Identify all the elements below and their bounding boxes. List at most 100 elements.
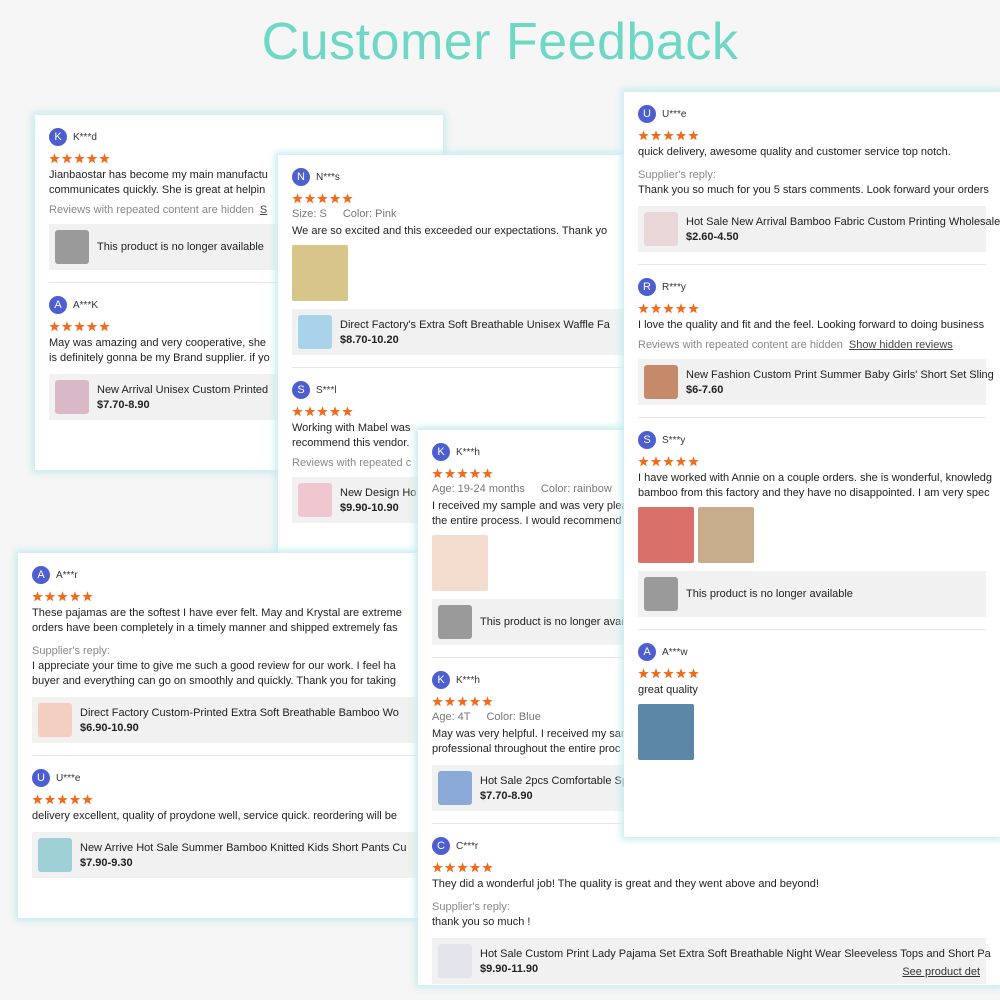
review-header: U U***e: [32, 768, 424, 788]
star: [444, 696, 456, 707]
attribute-value: rainbow: [573, 483, 612, 495]
star: [650, 456, 662, 467]
product[interactable]: Hot Sale New Arrival Bamboo Fabric Custo…: [638, 206, 1000, 252]
star: [74, 321, 85, 332]
show-hidden-link[interactable]: S: [259, 204, 268, 216]
hidden-note: Reviews with repeated content are hidden…: [638, 339, 986, 351]
star: [69, 591, 81, 602]
product[interactable]: This product is no longer available: [638, 571, 986, 617]
product-price: $7.90-9.30: [80, 856, 133, 869]
reviewer-name: K***d: [73, 131, 97, 143]
note-text: Reviews with repeated content are hidden: [638, 339, 843, 351]
star: [329, 193, 341, 204]
review-text: These pajamas are the softest I have eve…: [32, 607, 402, 619]
reviewer-name: S***y: [662, 434, 686, 446]
star: [86, 153, 98, 164]
star: [482, 468, 493, 479]
star: [432, 696, 443, 707]
reviewer-name: R***y: [662, 281, 686, 293]
review-text: recommend this vendor.: [292, 437, 410, 449]
review-photo: [638, 704, 694, 760]
rating-stars: [432, 696, 493, 707]
star: [482, 696, 493, 707]
star: [82, 794, 93, 805]
show-hidden-link[interactable]: Show hidden reviews: [848, 339, 953, 351]
avatar: N: [292, 168, 310, 186]
product-name: New Arrive Hot Sale Summer Bamboo Knitte…: [80, 841, 407, 854]
star: [61, 321, 73, 332]
reply-label: Supplier's reply:: [638, 169, 716, 181]
hidden-note: Reviews with repeated c: [292, 457, 624, 469]
review-text: I have worked with Annie on a couple ord…: [638, 472, 993, 484]
star: [457, 862, 468, 873]
review-photo: [292, 245, 348, 301]
star: [663, 130, 674, 141]
star: [482, 862, 493, 873]
product-info: Direct Factory Custom-Printed Extra Soft…: [80, 707, 399, 734]
product-info: New Design Ho $9.90-10.90: [340, 487, 416, 514]
avatar: U: [32, 769, 50, 787]
product-name: New Fashion Custom Print Summer Baby Gir…: [686, 368, 994, 381]
star: [663, 668, 674, 679]
avatar: K: [432, 671, 450, 689]
product-thumb: [38, 838, 72, 872]
product-price: $6.90-10.90: [80, 721, 139, 734]
star: [650, 130, 662, 141]
review-photo: [432, 535, 488, 591]
product-info: Hot Sale New Arrival Bamboo Fabric Custo…: [686, 216, 1000, 243]
star: [688, 668, 699, 679]
reviewer-name: A***w: [662, 646, 688, 658]
star: [44, 794, 56, 805]
review-header: A A***K: [49, 295, 429, 315]
review: U U***e delivery excellent, quality of pro…: [32, 768, 424, 890]
review-text: They did a wonderful job! The quality is…: [432, 878, 819, 890]
star: [688, 456, 699, 467]
product-thumb: [644, 365, 678, 399]
product-link[interactable]: See product det: [902, 966, 980, 978]
review-text: bamboo from this factory and they have n…: [638, 487, 990, 499]
star: [304, 406, 316, 417]
product-name: Direct Factory Custom-Printed Extra Soft…: [80, 706, 399, 719]
rating-stars: [638, 303, 699, 314]
star: [69, 794, 81, 805]
star: [49, 321, 60, 332]
avatar: K: [432, 443, 450, 461]
star: [663, 303, 674, 314]
review-header: K K***h: [432, 670, 986, 690]
product[interactable]: Direct Factory's Extra Soft Breathable U…: [292, 309, 624, 355]
rating-stars: [49, 153, 110, 164]
product-price: $7.70-8.90: [480, 789, 533, 802]
star: [432, 468, 443, 479]
product-thumb: [438, 944, 472, 978]
product[interactable]: Hot Sale Custom Print Lady Pajama Set Ex…: [432, 938, 991, 984]
product-name: This product is no longer available: [686, 588, 853, 600]
rating-stars: [292, 193, 353, 204]
review-photo: [638, 507, 694, 563]
photos: [638, 704, 986, 760]
review-text: May was amazing and very cooperative, sh…: [49, 337, 267, 349]
product-name: Direct Factory's Extra Soft Breathable U…: [340, 318, 610, 331]
star: [304, 193, 316, 204]
rating-stars: [432, 862, 493, 873]
review-text: May was very helpful. I received my sar: [432, 728, 625, 740]
product[interactable]: New Fashion Custom Print Summer Baby Gir…: [638, 359, 994, 405]
review-text: communicates quickly. She is great at he…: [49, 184, 266, 196]
star: [638, 668, 649, 679]
avatar: R: [638, 278, 656, 296]
star: [444, 468, 456, 479]
product-price: $2.60-4.50: [686, 230, 739, 243]
hidden-note: Reviews with repeated content are hidden…: [49, 204, 429, 216]
review: R R***y I love the quality and fit and the…: [638, 277, 994, 418]
product-name: Hot Sale 2pcs Comfortable Sp: [480, 774, 628, 787]
product-name: This product is no longer available: [97, 241, 264, 253]
avatar: A: [49, 296, 67, 314]
review-header: A A***w: [638, 642, 986, 662]
product[interactable]: Direct Factory Custom-Printed Extra Soft…: [32, 697, 424, 743]
product[interactable]: New Arrive Hot Sale Summer Bamboo Knitte…: [32, 832, 424, 878]
product-thumb: [438, 605, 472, 639]
review-card: A A***r These pajamas are the softest I ha…: [18, 553, 438, 918]
product-info: Hot Sale 2pcs Comfortable Sp $7.70-8.90: [480, 775, 628, 802]
product-name: Hot Sale Custom Print Lady Pajama Set Ex…: [480, 947, 991, 960]
star: [675, 303, 687, 314]
reviewer-name: K***h: [456, 674, 480, 686]
